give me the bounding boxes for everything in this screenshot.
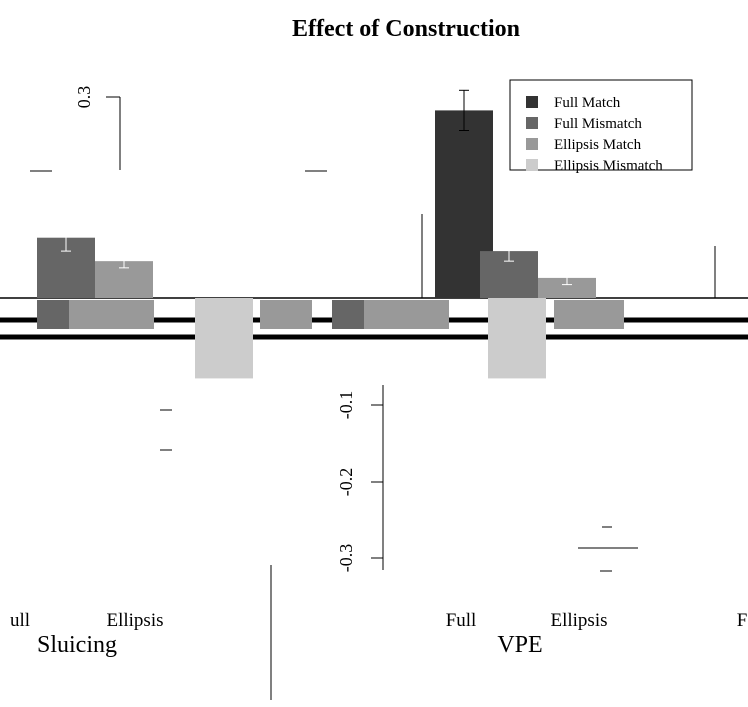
y-tick-label: -0.2 [336, 468, 356, 497]
y-axis [106, 96, 121, 170]
error-bar [61, 223, 71, 252]
legend-box [509, 79, 693, 171]
error-bar [562, 270, 572, 286]
error-bar [459, 89, 469, 131]
legend-swatch [526, 96, 538, 108]
bar-vpe-ellipsis-mismatch [488, 298, 546, 379]
x-tick-label: F [737, 610, 748, 631]
y-axis-lower [371, 385, 384, 570]
chart-title: Effect of Construction [292, 16, 520, 42]
y-tick-label: 0.3 [74, 86, 94, 109]
group-label: VPE [497, 632, 542, 658]
bar-vpe-ellipsis-match [538, 277, 596, 298]
legend: Full Match Full Mismatch Ellipsis Match Ell… [509, 79, 693, 174]
bar-sluicing-ellipsis-mismatch [195, 298, 253, 379]
bar-fragment [554, 300, 624, 329]
legend-swatch [526, 159, 538, 171]
bar-fragment [332, 300, 364, 329]
x-tick-label: ull [10, 610, 30, 631]
error-bar [504, 240, 514, 262]
x-tick-label: Ellipsis [550, 610, 607, 631]
error-bar [119, 253, 129, 269]
x-tick-label: Ellipsis [106, 610, 163, 631]
y-tick-label: -0.1 [336, 391, 356, 420]
bar-fragment [69, 300, 154, 329]
bar-fragment [37, 300, 69, 329]
y-tick-label: -0.3 [336, 544, 356, 573]
group-label: Sluicing [37, 632, 117, 658]
legend-swatch [526, 138, 538, 150]
legend-label: Ellipsis Match [554, 137, 642, 153]
legend-label: Ellipsis Mismatch [554, 158, 663, 174]
bar-fragment [260, 300, 312, 329]
legend-label: Full Mismatch [554, 116, 642, 132]
legend-swatch [526, 117, 538, 129]
legend-label: Full Match [554, 95, 621, 111]
x-tick-label: Full [446, 610, 477, 631]
bar-fragment [364, 300, 449, 329]
